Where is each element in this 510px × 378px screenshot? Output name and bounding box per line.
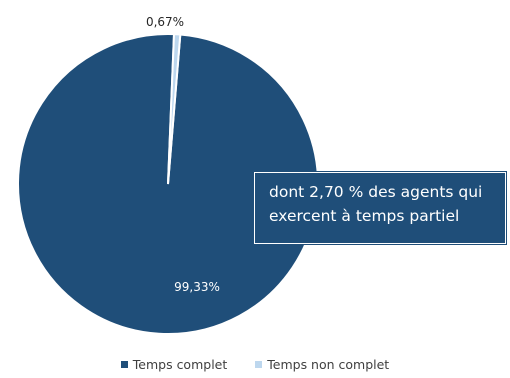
legend-label-temps-complet: Temps complet [132,357,228,372]
pie-slice-temps-complet [17,33,320,335]
legend-swatch-temps-complet [120,361,128,368]
annotation-line-1: dont 2,70 % des agents qui [269,183,483,201]
legend-item-temps-non-complet: Temps non complet [255,357,389,372]
legend: Temps complet Temps non complet [0,357,510,372]
annotation-line-2: exercent à temps partiel [269,207,460,225]
legend-item-temps-complet: Temps complet [120,357,228,372]
data-label-temps-complet: 99,33% [174,280,220,294]
annotation-callout: dont 2,70 % des agents qui exercent à te… [253,171,507,245]
data-label-temps-non-complet: 0,67% [146,15,184,29]
pie-slices [17,33,320,335]
pie-data-labels: 99,33% 0,67% [146,15,220,294]
legend-swatch-temps-non-complet [255,361,263,368]
legend-label-temps-non-complet: Temps non complet [267,357,390,372]
pie-slice-temps-non-complet [167,33,182,185]
